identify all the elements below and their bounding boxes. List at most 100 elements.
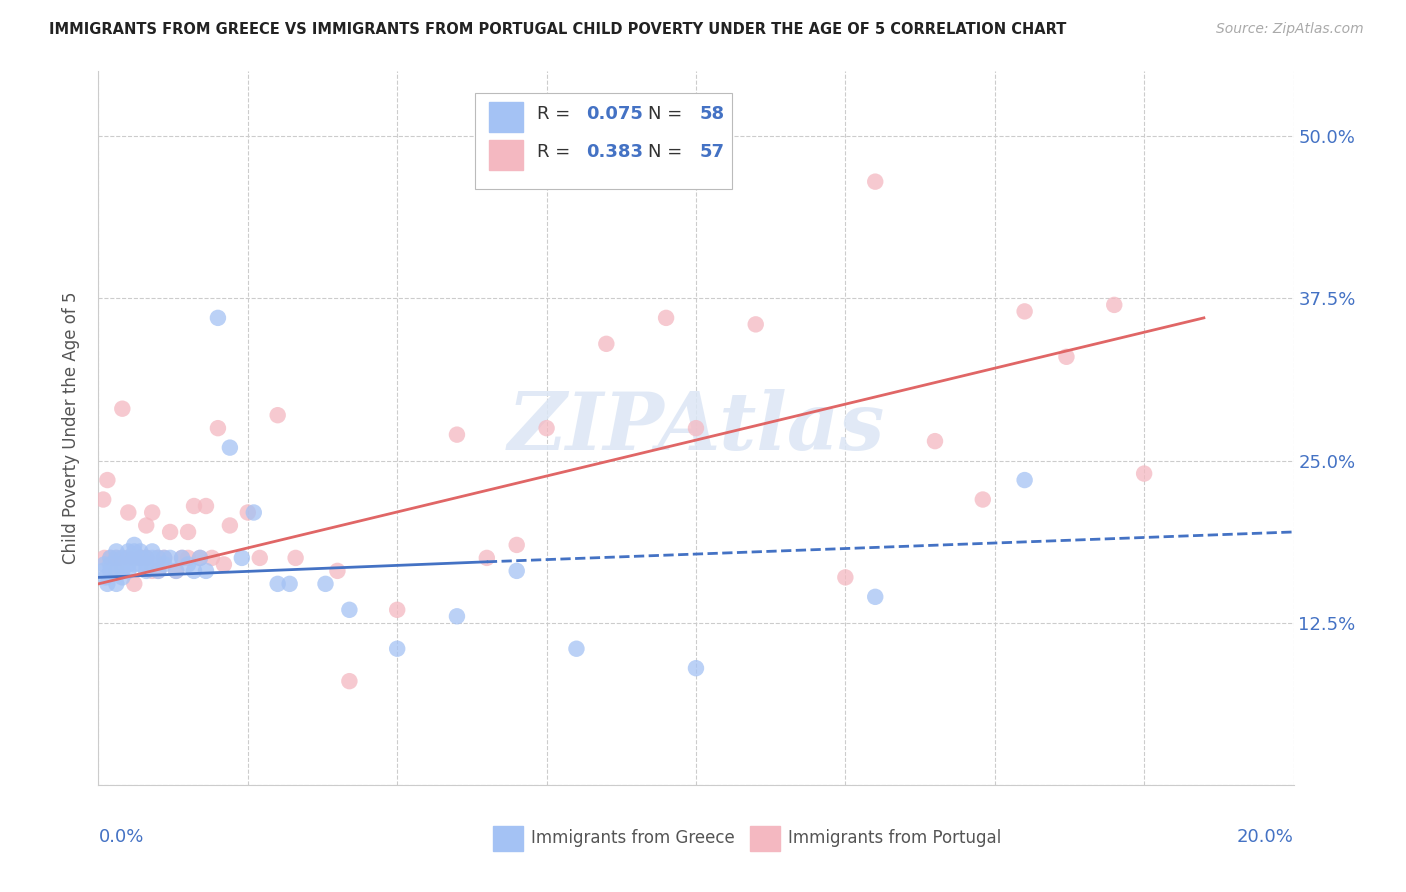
Point [195,564,218,578]
Text: ZIPAtlas: ZIPAtlas [508,390,884,467]
Point [339,603,361,617]
Point [111,570,134,584]
Point [129,550,152,565]
Text: R =: R = [537,143,576,161]
Bar [489,102,523,132]
Point [105,544,128,558]
Point [98,550,122,565]
Point [153,550,176,565]
Point [135,564,157,578]
Point [105,564,128,578]
Point [385,603,409,617]
Text: Source: ZipAtlas.com: Source: ZipAtlas.com [1216,22,1364,37]
Point [177,550,200,565]
Point [159,524,181,539]
Point [212,558,235,572]
Point [565,641,588,656]
Text: 57: 57 [700,143,724,161]
Point [98,550,122,565]
Point [219,518,242,533]
Point [183,499,205,513]
Bar [749,826,780,851]
Point [129,544,152,558]
Point [153,558,176,572]
Point [1104,298,1126,312]
Point [94,570,117,584]
Point [141,506,163,520]
Point [188,550,211,565]
Point [124,538,146,552]
Point [278,577,301,591]
Point [111,550,134,565]
Point [219,441,242,455]
Point [1056,350,1078,364]
Point [93,558,115,572]
Point [105,564,128,578]
Text: 0.0%: 0.0% [98,828,143,846]
Point [183,564,205,578]
Point [207,310,229,325]
Point [153,550,176,565]
Point [111,550,134,565]
Point [446,609,468,624]
Point [475,550,498,565]
Point [249,550,271,565]
Point [446,427,468,442]
Point [124,550,146,565]
Point [972,492,994,507]
Point [148,550,170,565]
Point [117,550,139,565]
Text: 0.075: 0.075 [586,105,643,123]
Point [129,550,152,565]
Point [243,506,266,520]
Point [91,492,114,507]
Point [506,564,529,578]
Point [117,558,139,572]
Point [148,550,170,565]
Point [207,421,229,435]
Point [315,577,337,591]
Point [865,590,887,604]
Point [865,175,887,189]
Text: 58: 58 [700,105,724,123]
Point [117,564,139,578]
Text: 20.0%: 20.0% [1237,828,1294,846]
Point [195,499,218,513]
Point [339,674,361,689]
Point [188,550,211,565]
Point [148,564,170,578]
Point [267,408,290,422]
Point [165,564,187,578]
Point [685,421,707,435]
Point [165,564,187,578]
Point [267,577,290,591]
Text: Immigrants from Portugal: Immigrants from Portugal [787,830,1001,847]
Point [129,558,152,572]
Point [924,434,946,449]
Point [124,577,146,591]
Point [135,550,157,565]
Point [1014,304,1036,318]
Point [117,550,139,565]
Point [172,550,194,565]
Point [685,661,707,675]
Point [129,550,152,565]
Point [105,550,128,565]
Point [172,550,194,565]
Point [745,318,768,332]
Text: N =: N = [648,105,688,123]
Point [124,558,146,572]
Point [124,544,146,558]
FancyBboxPatch shape [475,93,733,189]
Point [93,550,115,565]
Point [236,506,259,520]
Point [141,544,163,558]
Point [834,570,856,584]
Point [98,564,122,578]
Point [1133,467,1156,481]
Point [117,506,139,520]
Point [135,550,157,565]
Point [105,577,128,591]
Text: 0.383: 0.383 [586,143,643,161]
Point [135,558,157,572]
